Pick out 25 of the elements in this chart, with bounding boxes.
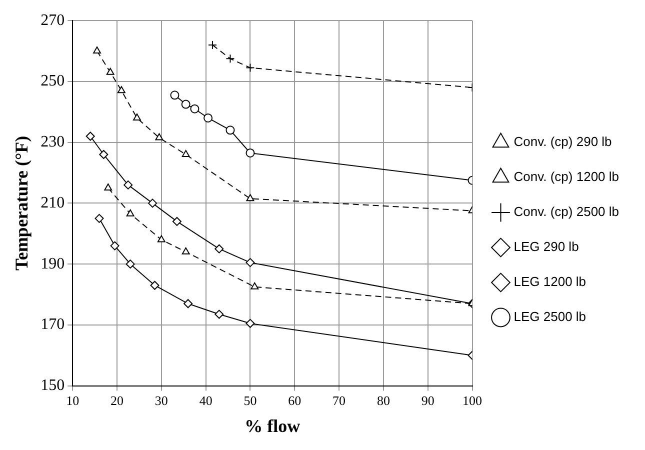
x-tick-label: 80	[376, 393, 390, 408]
x-tick-label: 90	[421, 393, 434, 408]
legend-label: LEG 1200 lb	[514, 274, 586, 290]
legend-label: LEG 290 lb	[514, 239, 579, 254]
x-tick-label: 20	[110, 393, 124, 408]
y-axis-title: Temperature (°F)	[11, 136, 32, 271]
y-tick-label: 150	[40, 377, 65, 394]
legend-label: Conv. (cp) 1200 lb	[514, 169, 620, 184]
y-tick-label: 250	[40, 72, 65, 90]
y-tick-label: 170	[40, 316, 65, 334]
x-tick-label: 10	[66, 393, 80, 408]
y-tick-label: 230	[40, 134, 65, 151]
x-tick-label: 70	[332, 393, 346, 408]
y-tick-label: 210	[40, 194, 65, 212]
legend-label: Conv. (cp) 2500 lb	[514, 204, 620, 220]
x-tick-label: 50	[244, 393, 257, 408]
legend-label: LEG 2500 lb	[514, 309, 586, 324]
x-axis-title: % flow	[244, 416, 300, 436]
y-tick-label: 190	[40, 255, 65, 272]
legend-label: Conv. (cp) 290 lb	[514, 134, 612, 150]
x-tick-label: 30	[154, 393, 168, 408]
x-tick-label: 100	[462, 393, 482, 408]
y-tick-label: 270	[40, 12, 65, 29]
x-tick-label: 60	[288, 393, 302, 408]
x-tick-label: 40	[199, 393, 212, 408]
